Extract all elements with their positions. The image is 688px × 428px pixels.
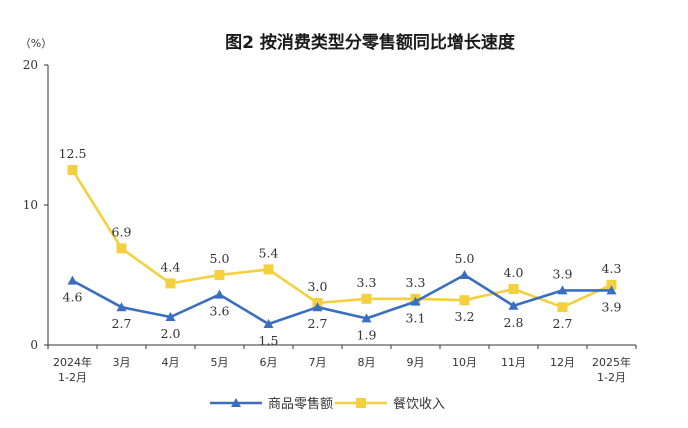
- data-point-marker: [410, 296, 421, 306]
- series-lines: [67, 165, 617, 328]
- y-tick-label: 0: [30, 338, 38, 352]
- legend-marker: [356, 398, 366, 408]
- x-tick-label: 12月: [550, 356, 575, 369]
- legend-label: 商品零售额: [268, 396, 333, 412]
- data-point-marker: [165, 312, 176, 321]
- x-tick-label-line: 8月: [358, 356, 376, 369]
- data-label: 2.8: [504, 315, 524, 330]
- x-tick-label-line: 11月: [501, 356, 526, 369]
- x-tick-label: 8月: [358, 356, 376, 369]
- data-point-marker: [508, 300, 519, 310]
- x-tick-label: 10月: [452, 356, 477, 369]
- data-point-marker: [116, 302, 127, 312]
- y-tick-label: 10: [23, 198, 38, 212]
- x-tick-label-line: 1-2月: [597, 371, 626, 384]
- legend-label: 餐饮收入: [393, 396, 445, 412]
- data-label: 5.4: [259, 245, 279, 260]
- x-tick-label: 7月: [309, 356, 327, 369]
- data-label: 2.0: [161, 326, 181, 341]
- data-point-marker: [214, 270, 225, 280]
- x-tick-label-line: 2025年: [592, 355, 631, 369]
- data-point-marker: [67, 165, 78, 175]
- data-label: 4.6: [63, 290, 83, 305]
- data-label: 4.0: [504, 265, 524, 280]
- series-line-0: [71, 273, 612, 326]
- x-tick-label: 6月: [260, 356, 278, 369]
- series-line-1: [71, 169, 613, 309]
- data-point-marker: [263, 319, 274, 328]
- data-point-marker: [459, 270, 470, 279]
- y-unit-label: （%）: [20, 37, 52, 50]
- data-label: 3.3: [357, 275, 377, 290]
- data-label: 2.7: [553, 316, 573, 331]
- data-point-marker: [606, 285, 617, 295]
- data-label: 3.0: [308, 279, 328, 294]
- data-label: 1.9: [357, 327, 377, 342]
- data-label: 3.9: [602, 299, 622, 314]
- data-label: 5.0: [210, 251, 230, 266]
- data-point-marker: [214, 289, 225, 299]
- x-tick-label: 5月: [211, 356, 229, 369]
- data-point-marker: [557, 302, 568, 313]
- data-point-marker: [606, 279, 617, 290]
- data-point-marker: [459, 295, 470, 306]
- x-tick-label-line: 1-2月: [58, 371, 87, 384]
- data-label: 4.4: [161, 259, 181, 274]
- data-point-marker: [263, 264, 274, 275]
- x-tick-label-line: 4月: [162, 356, 180, 369]
- data-label: 5.0: [455, 251, 475, 266]
- x-tick-label-line: 10月: [452, 356, 477, 369]
- y-tick-label: 20: [23, 58, 38, 72]
- data-point-marker: [312, 302, 323, 312]
- data-point-marker: [361, 313, 372, 323]
- data-label: 3.1: [406, 311, 426, 326]
- data-label: 3.3: [406, 275, 426, 290]
- data-label: 2.7: [308, 316, 328, 331]
- x-tick-label-line: 5月: [211, 356, 229, 369]
- data-label: 3.6: [210, 304, 230, 319]
- data-label: 2.7: [112, 316, 132, 331]
- data-label: 3.9: [553, 266, 573, 281]
- data-point-marker: [116, 243, 127, 254]
- x-tick-label: 3月: [113, 356, 131, 369]
- data-label: 6.9: [112, 224, 132, 239]
- x-tick-label: 2024年 1-2月: [53, 355, 92, 384]
- data-label: 4.3: [602, 261, 622, 276]
- data-point-marker: [67, 275, 78, 285]
- legend-marker: [231, 398, 241, 407]
- data-point-marker: [557, 285, 568, 295]
- data-point-marker: [165, 278, 176, 289]
- x-tick-label-line: 12月: [550, 356, 575, 369]
- data-label: 1.5: [259, 333, 279, 348]
- chart-title: 图2 按消费类型分零售额同比增长速度: [225, 32, 516, 53]
- data-labels: 4.6 2.7 2.0 3.6 1.5 2.7 1.9 3.1 5.0 2.8 3.9 3.9 12.5…: [59, 146, 622, 348]
- x-tick-label-line: 3月: [113, 356, 131, 369]
- data-label: 3.2: [455, 309, 475, 324]
- data-label: 12.5: [59, 146, 87, 161]
- x-tick-label-line: 9月: [407, 356, 425, 369]
- legend: 商品零售额 餐饮收入: [210, 396, 445, 412]
- x-tick-label: 2025年 1-2月: [592, 355, 631, 384]
- axes: 0 10 20 2024年 1-2月 3月 4月 5月 6月 7月 8月 9月 10月 11月 12月 202…: [23, 58, 637, 384]
- x-tick-label-line: 6月: [260, 356, 278, 369]
- x-tick-label: 9月: [407, 356, 425, 369]
- x-tick-label-line: 2024年: [53, 355, 92, 369]
- x-tick-label: 4月: [162, 356, 180, 369]
- x-tick-label-line: 7月: [309, 356, 327, 369]
- x-tick-label: 11月: [501, 356, 526, 369]
- data-point-marker: [361, 293, 372, 304]
- data-point-marker: [508, 284, 519, 294]
